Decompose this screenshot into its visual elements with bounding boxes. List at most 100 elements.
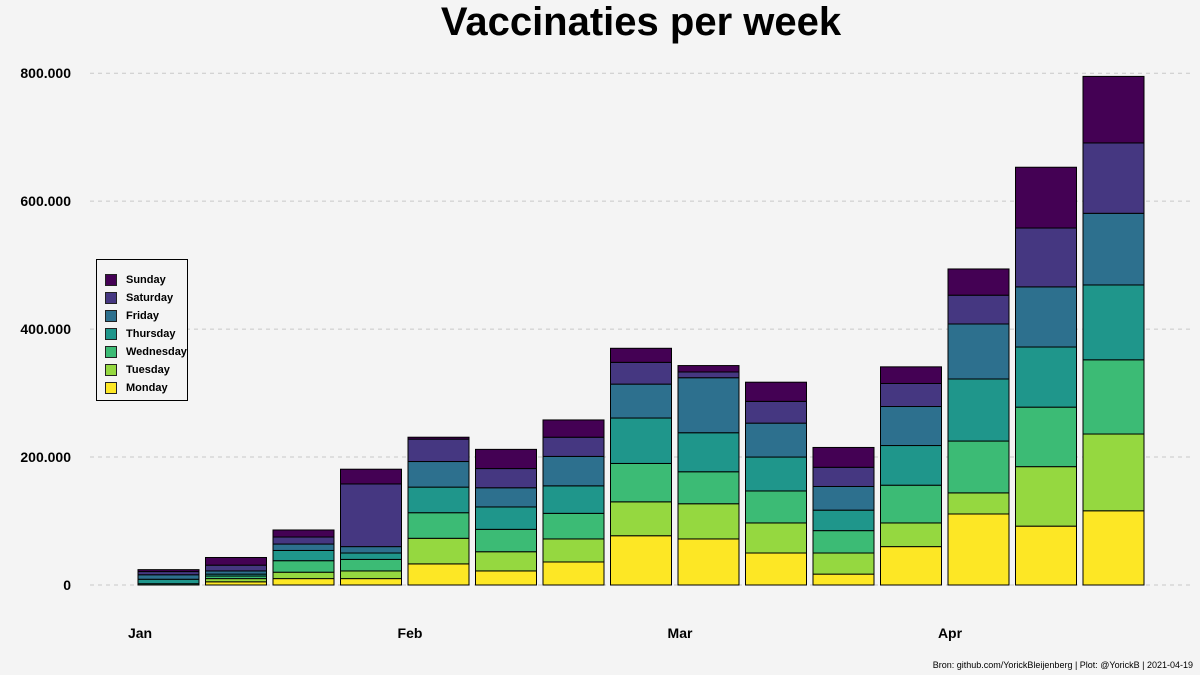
legend-label: Sunday xyxy=(126,274,166,286)
bar-segment-monday xyxy=(542,561,605,586)
legend-label: Wednesday xyxy=(126,346,187,358)
bars xyxy=(137,75,1145,586)
bar-segment-friday xyxy=(880,406,942,447)
bar-segment-tuesday xyxy=(272,571,335,580)
bar-segment-thursday xyxy=(272,549,335,562)
bar-segment-friday xyxy=(1015,286,1077,348)
bar-segment-monday xyxy=(947,513,1010,586)
bar-segment-thursday xyxy=(542,485,605,514)
bar-segment-wednesday xyxy=(1082,359,1145,435)
legend-label: Monday xyxy=(126,382,168,394)
bar-segment-tuesday xyxy=(407,537,470,565)
legend-swatch xyxy=(105,310,117,322)
bar-segment-friday xyxy=(340,546,402,554)
bar-segment-thursday xyxy=(947,378,1010,442)
bar-segment-friday xyxy=(745,422,807,458)
bar-segment-wednesday xyxy=(947,440,1010,494)
bar-segment-sunday xyxy=(542,419,605,438)
bar-segment-friday xyxy=(137,574,200,580)
y-axis-ticks: 0 200.000 400.000 600.000 800.000 xyxy=(20,65,71,593)
legend-label: Friday xyxy=(126,310,160,322)
bar-segment-sunday xyxy=(407,436,470,440)
bar-segment-tuesday xyxy=(1015,466,1077,527)
bar-segment-tuesday xyxy=(745,522,807,554)
legend-item-wednesday: Wednesday xyxy=(105,345,187,359)
bar-segment-wednesday xyxy=(1015,406,1077,468)
bar-segment-saturday xyxy=(340,483,402,548)
bar-segment-thursday xyxy=(880,445,942,486)
legend-label: Thursday xyxy=(126,328,176,340)
bar-segment-wednesday xyxy=(542,512,605,540)
source-caption: Bron: github.com/YorickBleijenberg | Plo… xyxy=(932,660,1193,670)
legend-item-monday: Monday xyxy=(105,381,168,395)
bar-segment-monday xyxy=(475,570,537,586)
bar-segment-sunday xyxy=(610,347,672,363)
legend-item-saturday: Saturday xyxy=(105,291,173,305)
legend-swatch xyxy=(105,292,117,304)
legend-item-friday: Friday xyxy=(105,309,159,323)
bar-segment-wednesday xyxy=(610,462,672,503)
legend-swatch xyxy=(105,346,117,358)
bar-segment-sunday xyxy=(475,448,537,470)
bar-segment-sunday xyxy=(1082,75,1145,144)
legend-label: Saturday xyxy=(126,292,174,304)
bar-segment-saturday xyxy=(542,436,605,457)
bar-segment-tuesday xyxy=(610,501,672,537)
bar-segment-thursday xyxy=(137,578,200,585)
y-tick-label: 400.000 xyxy=(20,321,71,337)
bar-segment-monday xyxy=(1082,510,1145,586)
bar-segment-thursday xyxy=(677,432,740,473)
bar-segment-wednesday xyxy=(340,558,402,572)
bar-segment-monday xyxy=(272,578,335,586)
bar-segment-saturday xyxy=(745,400,807,424)
bar-segment-thursday xyxy=(745,456,807,492)
bar-segment-wednesday xyxy=(880,484,942,524)
bar-segment-saturday xyxy=(205,564,267,572)
legend-item-sunday: Sunday xyxy=(105,273,166,287)
bar-segment-thursday xyxy=(340,552,402,560)
bar-segment-monday xyxy=(610,535,672,586)
bar-segment-sunday xyxy=(205,556,267,566)
bar-segment-friday xyxy=(812,485,875,511)
bar-segment-tuesday xyxy=(947,492,1010,515)
bar-segment-monday xyxy=(812,573,875,586)
bar-segment-wednesday xyxy=(475,528,537,553)
bar-segment-friday xyxy=(272,543,335,551)
bar-segment-sunday xyxy=(745,381,807,402)
x-tick-label: Mar xyxy=(668,625,693,641)
legend-item-thursday: Thursday xyxy=(105,327,176,341)
legend-swatch xyxy=(105,328,117,340)
y-tick-label: 0 xyxy=(63,577,71,593)
x-tick-label: Apr xyxy=(938,625,963,641)
bar-segment-friday xyxy=(1082,212,1145,286)
bar-segment-sunday xyxy=(880,366,942,384)
bar-segment-saturday xyxy=(812,466,875,487)
x-axis-ticks: Jan Feb Mar Apr xyxy=(128,625,963,641)
bar-segment-thursday xyxy=(1015,346,1077,408)
y-tick-label: 200.000 xyxy=(20,449,71,465)
bar-segment-thursday xyxy=(610,417,672,464)
legend-label: Tuesday xyxy=(126,364,170,376)
legend-item-tuesday: Tuesday xyxy=(105,363,170,377)
bar-segment-monday xyxy=(407,563,470,586)
bar-segment-saturday xyxy=(947,294,1010,325)
legend-swatch xyxy=(105,364,117,376)
legend-swatch xyxy=(105,382,117,394)
bar-segment-thursday xyxy=(407,486,470,514)
x-tick-label: Jan xyxy=(128,625,152,641)
legend-swatch xyxy=(105,274,117,286)
legend: Sunday Saturday Friday Thursday Wednesday Tue… xyxy=(96,259,188,401)
bar-segment-wednesday xyxy=(745,490,807,524)
bar-segment-monday xyxy=(745,552,807,586)
bar-segment-friday xyxy=(475,487,537,508)
bar-segment-thursday xyxy=(475,506,537,530)
bar-segment-tuesday xyxy=(1082,433,1145,512)
bar-segment-sunday xyxy=(947,268,1010,296)
bar-segment-tuesday xyxy=(812,552,875,575)
bar-segment-saturday xyxy=(475,468,537,489)
bar-segment-friday xyxy=(677,377,740,434)
bar-segment-monday xyxy=(340,578,402,586)
bar-segment-saturday xyxy=(1015,227,1077,288)
bar-segment-monday xyxy=(677,538,740,586)
bar-segment-saturday xyxy=(610,361,672,385)
